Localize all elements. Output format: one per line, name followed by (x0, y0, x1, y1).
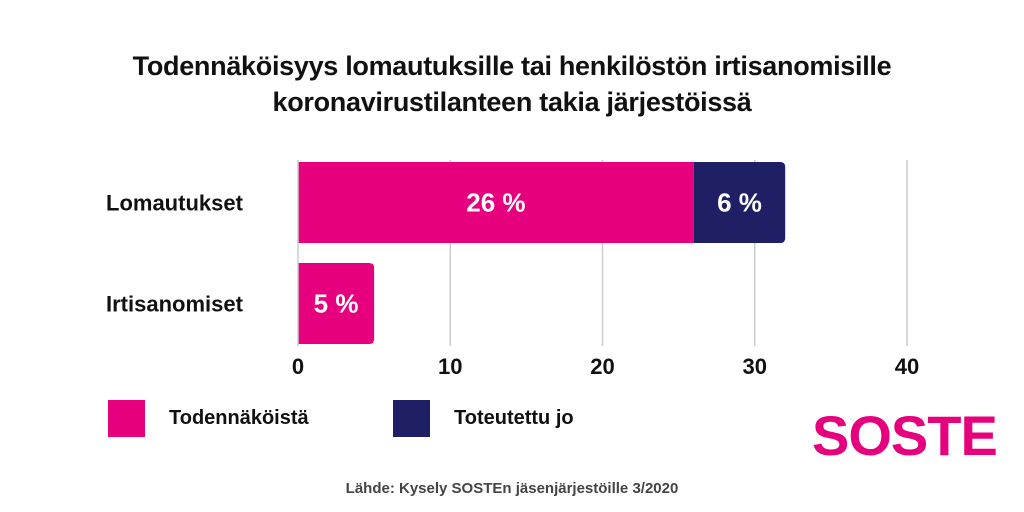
category-label-irtisanomiset: Irtisanomiset (106, 292, 244, 317)
x-tick-label-30: 30 (743, 354, 767, 379)
bar-lomautukset-series-1 (693, 162, 786, 243)
bar-irtisanomiset-series-0 (298, 263, 375, 344)
data-label-irtisanomiset-series-0: 5 % (314, 289, 359, 319)
x-tick-label-10: 10 (438, 354, 462, 379)
chart-title: Todennäköisyys lomautuksille tai henkilö… (0, 48, 1024, 120)
bar-lomautukset-series-0 (298, 162, 694, 243)
legend-item-todennakoista: Todennäköistä (108, 398, 309, 438)
soste-logo: SOSTE (812, 404, 998, 467)
chart-title-line-2: koronavirustilanteen takia järjestöissä (272, 87, 752, 117)
x-tick-label-20: 20 (590, 354, 614, 379)
chart-title-line-1: Todennäköisyys lomautuksille tai henkilö… (132, 51, 892, 81)
legend-swatch-toteutettu-jo (393, 399, 430, 437)
source-note: Lähde: Kysely SOSTEn jäsenjärjestöille 3… (345, 480, 679, 497)
x-tick-label-0: 0 (292, 354, 304, 379)
data-label-lomautukset-series-1: 6 % (717, 188, 762, 218)
x-tick-label-40: 40 (895, 354, 919, 379)
category-label-lomautukset: Lomautukset (106, 191, 244, 216)
legend-label-todennakoista: Todennäköistä (169, 406, 309, 429)
data-label-lomautukset-series-0: 26 % (466, 188, 525, 218)
bar-chart: 26 % 6 % Lomautukset 5 % Irtisanomiset 0 10 20 3… (106, 160, 919, 379)
legend-swatch-todennakoista (108, 399, 145, 437)
legend-label-toteutettu-jo: Toteutettu jo (454, 406, 574, 429)
legend-item-toteutettu-jo: Toteutettu jo (393, 398, 574, 438)
